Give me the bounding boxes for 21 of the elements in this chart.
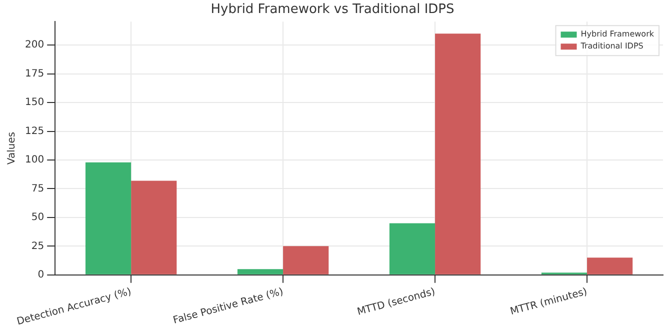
bar bbox=[587, 258, 633, 274]
y-tick-label: 175 bbox=[24, 68, 44, 80]
y-tick-label: 100 bbox=[24, 154, 44, 166]
y-tick-label: 75 bbox=[31, 183, 44, 194]
x-tick-label: False Positive Rate (%) bbox=[172, 286, 285, 326]
y-tick-label: 25 bbox=[31, 240, 44, 252]
legend-label: Traditional IDPS bbox=[580, 42, 644, 51]
y-tick-label: 200 bbox=[24, 40, 44, 51]
bar bbox=[435, 34, 481, 274]
y-tick-label: 50 bbox=[31, 212, 44, 224]
bar bbox=[85, 162, 132, 274]
bar bbox=[131, 180, 177, 274]
legend-label: Hybrid Framework bbox=[580, 30, 654, 39]
y-tick-label: 0 bbox=[38, 269, 44, 280]
y-tick-label: 150 bbox=[24, 97, 44, 108]
y-tick-label: 125 bbox=[24, 126, 44, 137]
bar bbox=[237, 269, 284, 274]
bar bbox=[389, 223, 436, 274]
y-axis-title: Values bbox=[6, 132, 18, 165]
bar bbox=[283, 246, 329, 274]
chart-title: Hybrid Framework vs Traditional IDPS bbox=[210, 2, 454, 18]
